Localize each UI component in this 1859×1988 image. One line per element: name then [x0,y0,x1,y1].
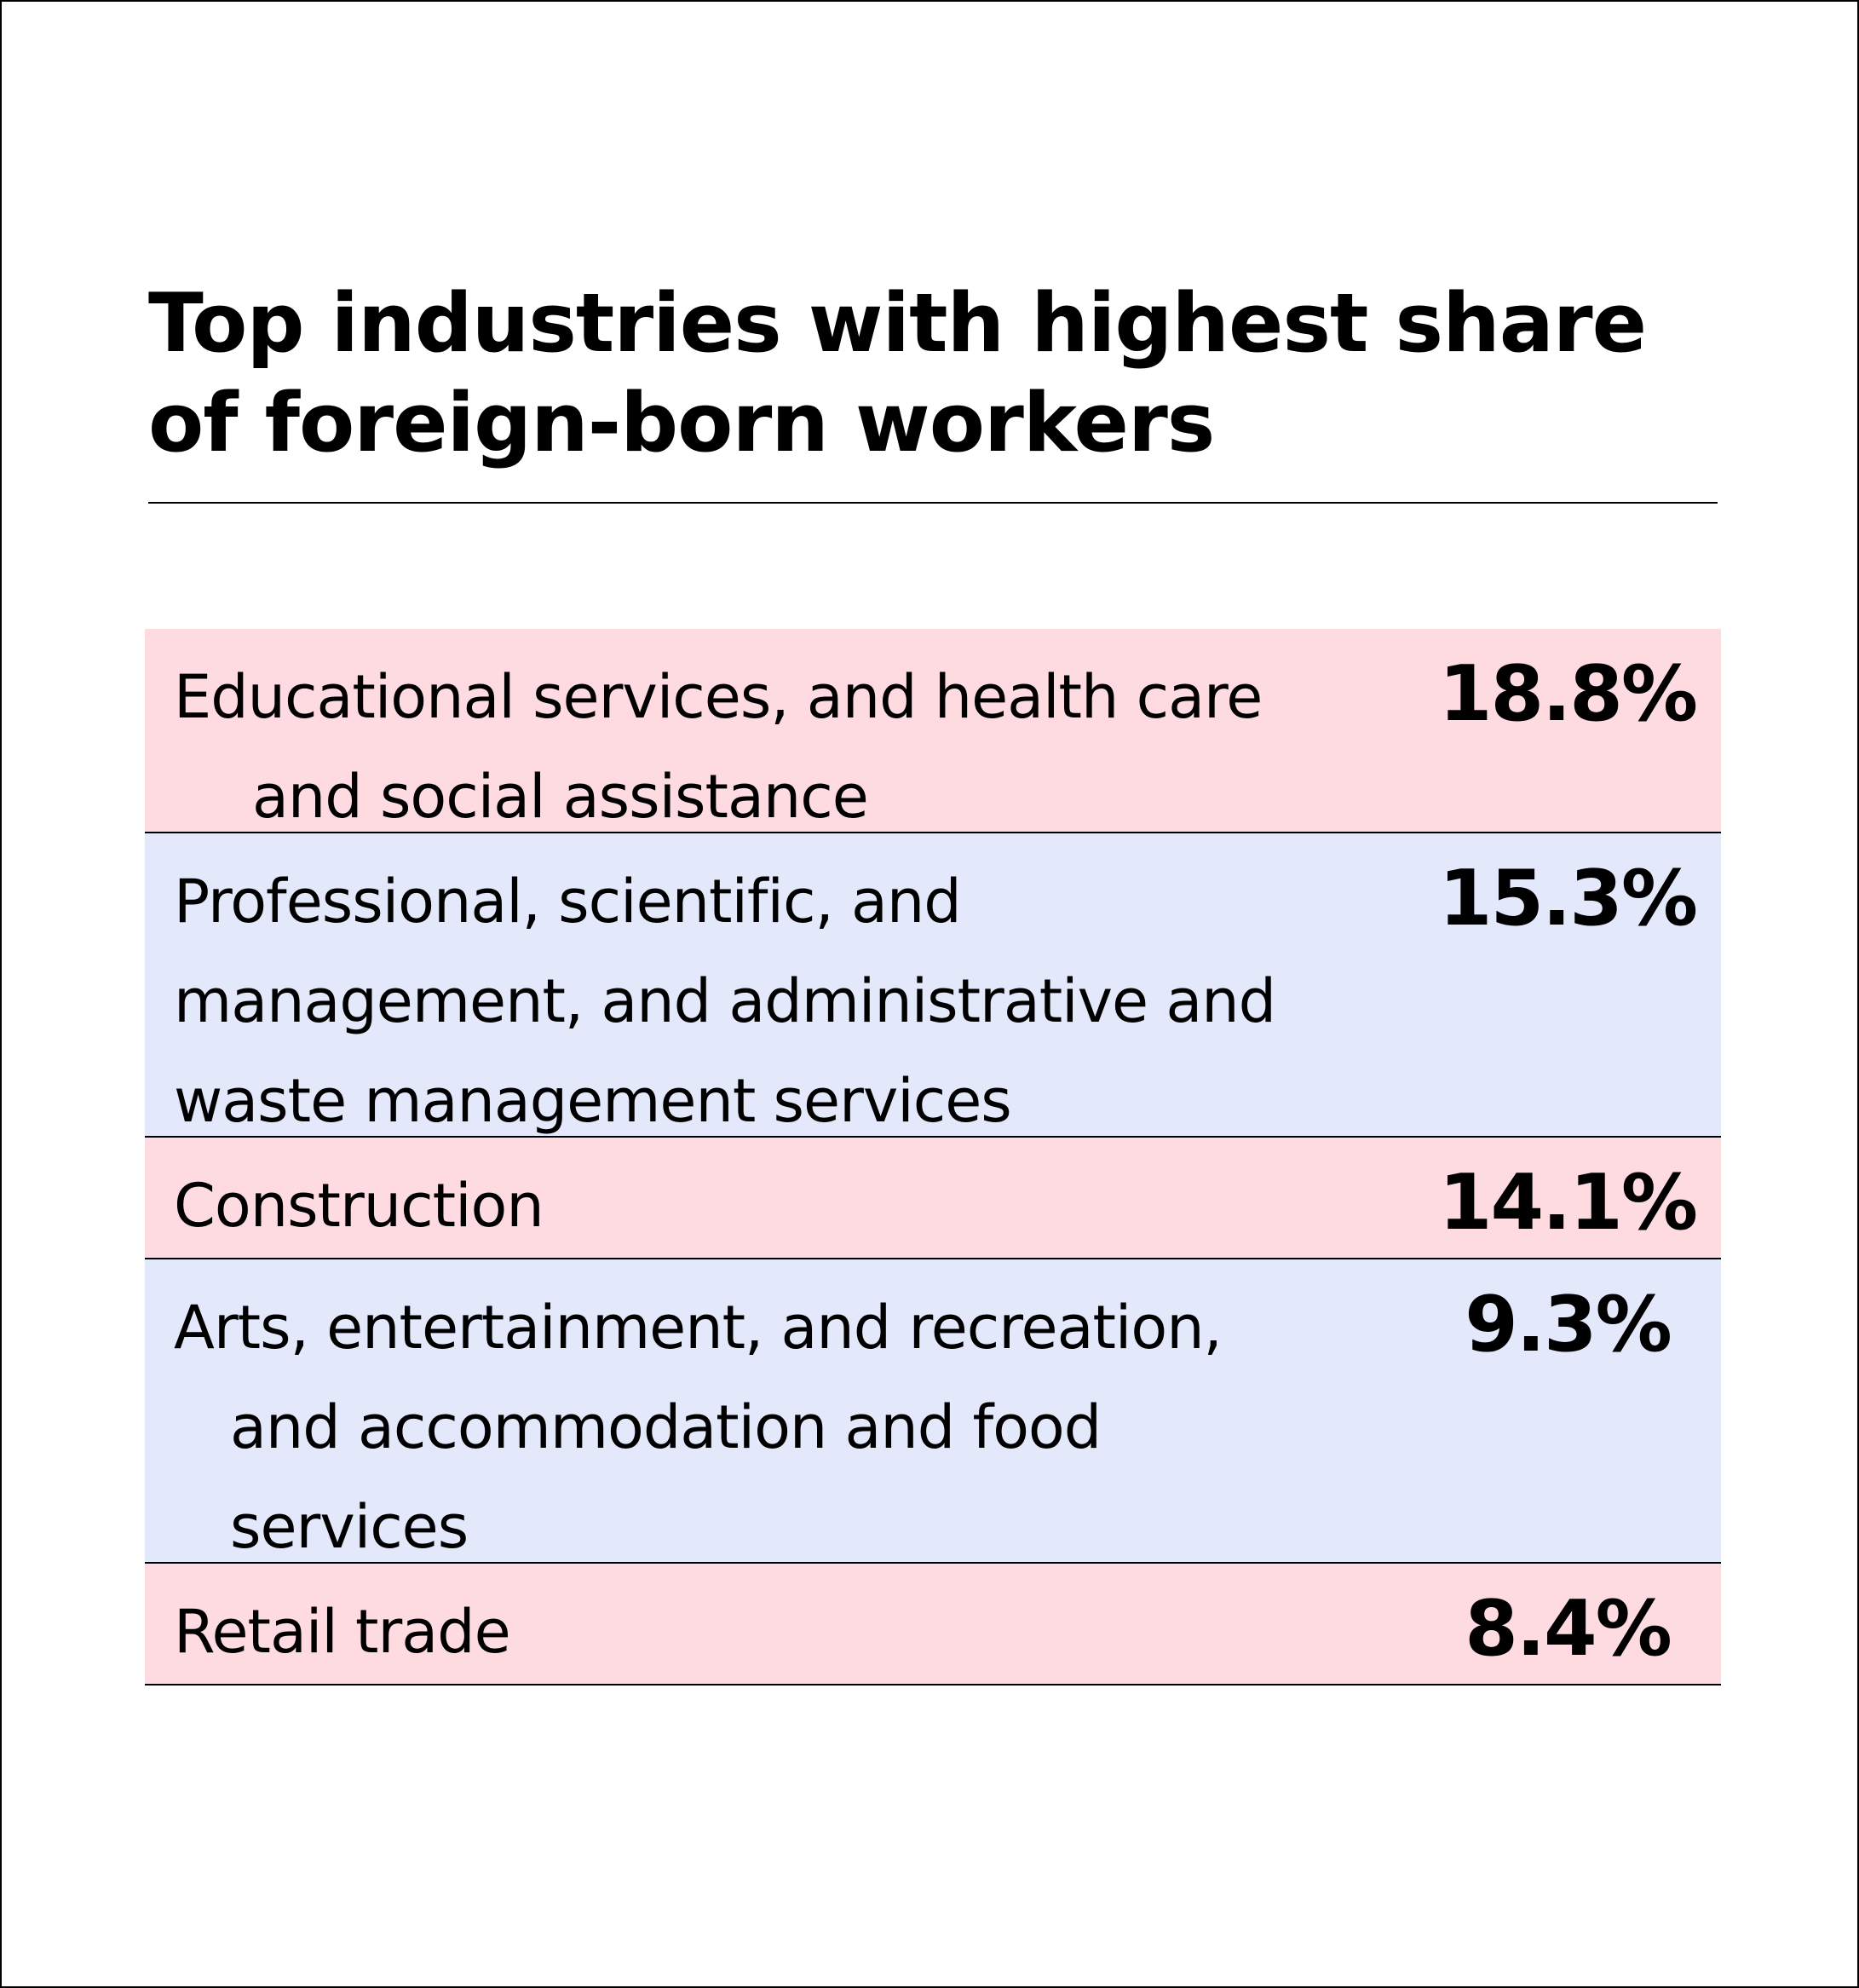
table-row: Educational services, and health care and… [145,629,1721,833]
industry-label-line: services [230,1492,469,1562]
industry-label-line: and social assistance [252,762,869,832]
table-row: Professional, scientific, and management,… [145,833,1721,1138]
table-row: Construction 14.1% [145,1138,1721,1259]
industry-share-value: 18.8% [1438,649,1698,739]
industry-label-line: management, and administrative and [174,966,1276,1036]
industry-table: Educational services, and health care and… [145,629,1721,1685]
industry-label: Educational services, and health care and… [174,648,1426,847]
industry-share-value: 9.3% [1465,1280,1672,1369]
title-divider [148,502,1718,504]
industry-label-line: Professional, scientific, and [174,867,962,936]
table-row: Arts, entertainment, and recreation, and … [145,1259,1721,1564]
industry-label-line: waste management services [174,1066,1012,1136]
industry-label: Construction [174,1156,1426,1256]
table-row: Retail trade 8.4% [145,1564,1721,1685]
industry-label: Retail trade [174,1582,1426,1682]
industry-label: Arts, entertainment, and recreation, and … [174,1278,1426,1577]
industry-share-value: 8.4% [1465,1584,1672,1674]
industry-label-line: Retail trade [174,1597,511,1667]
industry-label-line: Arts, entertainment, and recreation, [174,1293,1223,1363]
industry-label-line: and accommodation and food [230,1392,1102,1462]
industry-label-line: Educational services, and health care [174,662,1263,732]
industry-label: Professional, scientific, and management,… [174,852,1426,1151]
industry-label-line: Construction [174,1171,544,1241]
industry-share-value: 14.1% [1438,1158,1698,1248]
industry-share-value: 15.3% [1438,854,1698,943]
chart-title: Top industries with highest share of for… [148,277,1647,470]
